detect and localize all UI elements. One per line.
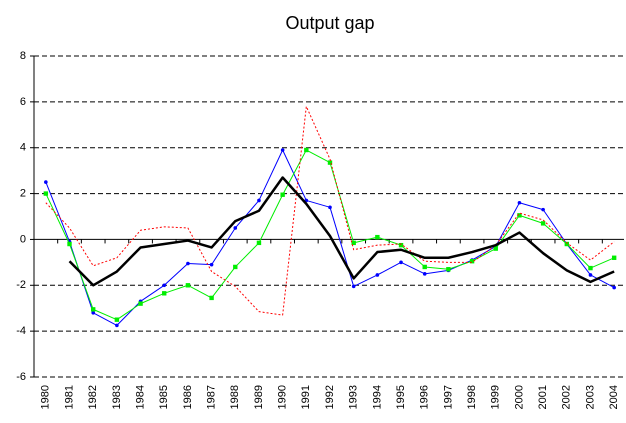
x-tick-label: 2004 [608,385,620,409]
point [256,240,262,246]
point [375,273,380,277]
point [351,240,356,246]
point [564,241,569,247]
x-tick-label: 1980 [40,385,52,409]
point [233,226,238,230]
point [328,205,332,210]
point [422,272,427,276]
x-tick-label: 1986 [182,385,194,409]
point [138,301,143,306]
x-tick-label: 1985 [158,385,170,409]
x-tick-label: 1982 [87,385,99,409]
x-tick-label: 1998 [466,385,478,409]
series-line [45,105,615,316]
x-tick-label: 1996 [419,385,431,409]
point [517,200,522,205]
series-line [68,176,615,287]
point [280,148,285,152]
point [422,264,427,270]
y-tick-label: 4 [20,142,26,154]
point [351,284,356,289]
point [162,291,167,296]
point [398,242,404,248]
point [185,283,191,288]
point [91,307,96,312]
x-tick-label: 1994 [371,385,383,409]
point [304,147,309,153]
point [280,192,285,197]
point [399,260,403,265]
point [114,317,120,322]
x-tick-label: 1991 [300,385,312,409]
x-tick-label: 2000 [513,385,525,409]
x-tick-label: 1992 [324,385,336,409]
x-tick-label: 1984 [134,385,146,409]
x-tick-label: 1988 [229,385,241,409]
x-tick-label: 2002 [561,385,573,409]
point [493,246,498,251]
point [233,264,238,270]
x-tick-label: 1989 [253,385,265,409]
point [43,191,49,196]
point [612,285,616,290]
point [469,259,475,264]
point [611,255,617,260]
point [44,180,48,184]
y-tick-label: 8 [20,50,26,62]
point [375,234,380,240]
x-tick-label: 1995 [395,385,407,409]
y-tick-label: 6 [20,96,26,108]
point [541,207,545,212]
point [115,323,119,328]
point [588,265,593,271]
point [257,198,261,203]
x-tick-label: 1993 [348,385,360,409]
point [327,160,333,165]
x-tick-label: 1981 [63,385,75,409]
x-tick-label: 2001 [537,385,549,409]
y-tick-label: -4 [16,325,26,337]
point [209,262,214,267]
y-tick-label: -6 [16,371,26,383]
y-tick-label: 0 [20,233,26,245]
point [67,241,72,247]
y-tick-label: -2 [16,279,26,291]
point [186,261,190,266]
x-tick-label: 2003 [584,385,596,409]
point [517,213,522,218]
point [91,311,95,315]
point [540,221,546,226]
x-tick-label: 1983 [111,385,123,409]
point [446,267,451,272]
x-tick-label: 1999 [490,385,502,409]
x-tick-label: 1990 [277,385,289,409]
point [588,273,593,277]
x-tick-label: 1987 [206,385,218,409]
chart-title: Output gap [285,13,374,33]
point [162,283,167,288]
x-tick-label: 1997 [442,385,454,409]
y-tick-label: 2 [20,187,26,199]
point [209,295,214,301]
